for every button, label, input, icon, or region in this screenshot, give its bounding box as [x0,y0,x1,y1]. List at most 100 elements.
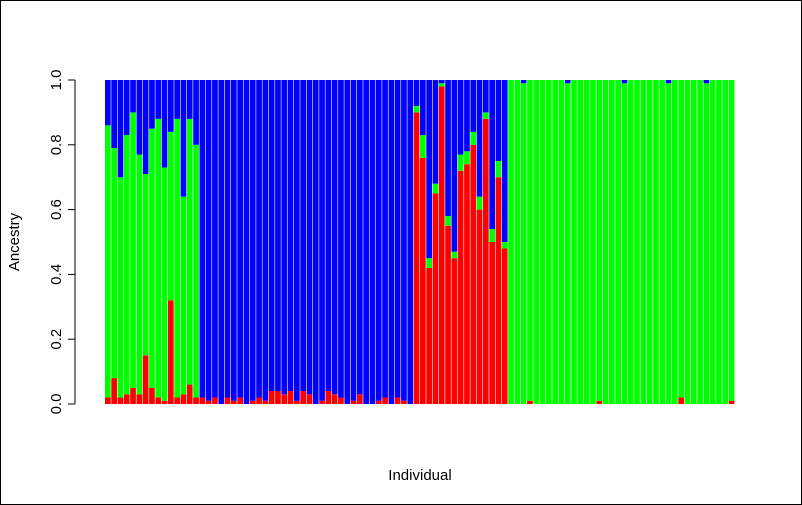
bar-segment [319,400,325,404]
bar-segment [111,80,117,149]
x-axis-label: Individual [388,467,451,484]
bar-segment [432,80,439,184]
bar-segment [407,80,414,404]
bar-segment [501,242,508,249]
bar-segment [123,394,130,404]
bar-segment [142,80,149,174]
bar-segment [438,83,445,87]
bar-segment [306,80,313,395]
bar-segment [199,397,206,404]
bar-segment [369,80,376,404]
bar-segment [231,400,237,404]
bar-segment [363,80,369,404]
bar-segment [382,80,388,398]
bar-segment [413,105,420,113]
bar-segment [117,177,124,398]
bar-segment [268,391,275,404]
bar-segment [678,80,684,398]
bar-segment [489,229,495,242]
bar-segment [287,391,294,404]
bar-segment [476,80,483,197]
bar-segment [495,80,502,161]
bar-segment [703,83,710,405]
bar-segment [470,80,477,132]
bar-segment [464,80,470,152]
bar-segment [722,80,729,404]
bar-segment [275,80,281,392]
bar-segment [338,80,344,398]
bar-segment [375,80,382,401]
bar-segment [256,80,262,398]
bar-segment [205,80,212,401]
bar-segment [325,391,332,404]
bar-segment [451,251,458,259]
bar-segment [445,216,451,226]
bar-segment [728,80,735,401]
y-tick-label: 0.4 [48,264,65,285]
bar-segment [646,80,653,404]
bar-segment [445,225,451,404]
bar-segment [237,397,243,404]
bar-segment [136,154,143,395]
bar-segment [375,400,382,404]
bar-segment [325,80,332,392]
bar-segment [420,80,426,136]
bar-segment [186,384,193,404]
bar-segment [161,80,168,168]
bar-segment [501,248,508,404]
bar-segment [527,400,533,404]
bar-segment [552,80,558,404]
bar-segment [432,183,439,194]
bar-segment [111,148,117,379]
bar-segment [105,80,111,126]
bar-segment [319,80,325,401]
bar-segment [212,80,218,398]
bar-segment [149,80,155,129]
bar-segment [520,80,527,84]
bar-segment [470,131,477,145]
bar-segment [539,80,546,404]
bar-segment [684,80,691,404]
bar-segment [634,80,640,404]
bar-segment [709,80,716,404]
bar-segment [249,400,256,404]
bar-segment [331,80,338,395]
bar-segment [514,80,521,404]
bar-segment [136,80,143,155]
bar-segment [483,118,489,404]
bar-segment [451,80,458,252]
bar-segment [249,80,256,401]
bar-segment [388,80,395,404]
bar-segment [180,394,187,404]
bar-segment [256,397,262,404]
bar-segment [716,80,722,404]
bar-segment [596,400,603,404]
bar-segment [294,400,300,404]
bar-segment [168,80,174,132]
bar-segment [105,397,111,404]
bar-segment [300,391,306,404]
bar-segment [186,118,193,385]
bar-segment [130,80,136,113]
bar-segment [558,80,565,404]
bar-segment [281,394,288,404]
bar-segment [621,83,628,405]
bar-segment [394,397,401,404]
bar-segment [306,394,313,404]
bar-segment [672,80,678,404]
bar-segment [180,80,187,197]
bar-segment [237,80,243,398]
bar-segment [130,387,136,404]
bar-segment [665,83,672,405]
bar-segment [678,397,684,404]
bar-segment [130,112,136,388]
bar-segment [193,80,199,145]
bar-segment [413,112,420,405]
bar-segment [338,397,344,404]
bar-segment [287,80,294,392]
bar-segment [571,80,577,404]
bar-segment [155,397,162,404]
bar-segment [495,177,502,404]
bar-segment [520,83,527,405]
